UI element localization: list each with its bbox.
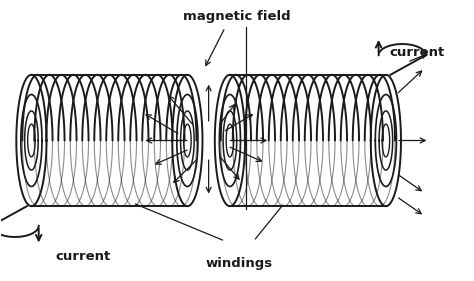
Text: windings: windings [206, 257, 273, 270]
Text: current: current [56, 250, 111, 263]
Text: current: current [389, 46, 444, 59]
Text: magnetic field: magnetic field [183, 10, 291, 22]
